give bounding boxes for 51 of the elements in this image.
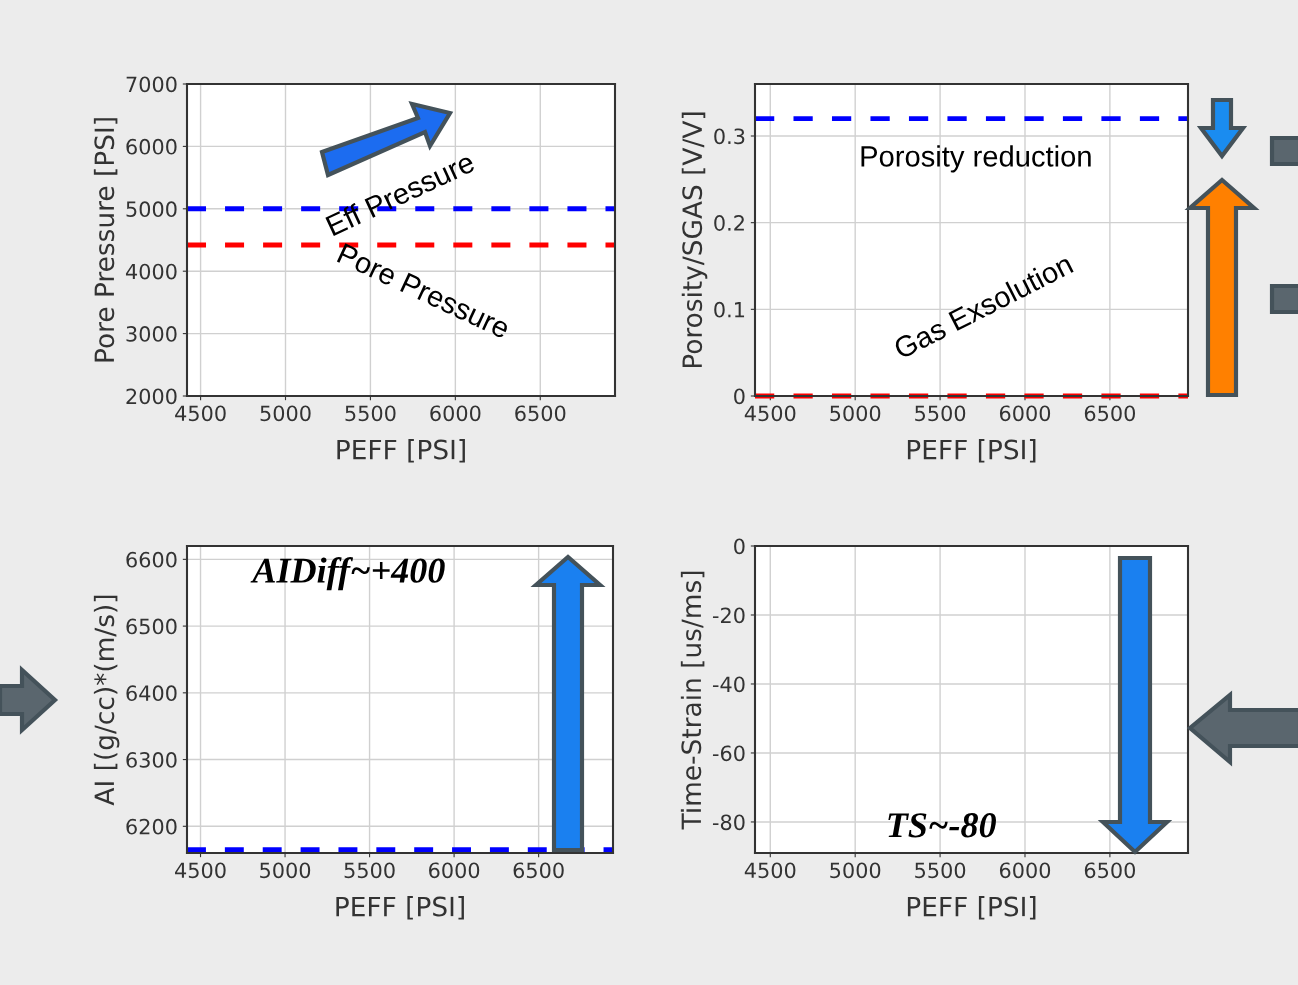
x-tick-label: 4500 [744,405,796,422]
x-tick-label: 6500 [513,862,564,879]
x-tick-label: 6000 [999,862,1051,879]
x-tick-label: 6000 [999,405,1051,422]
x-axis-title: PEFF [PSI] [907,439,1036,463]
y-axis-title: Time-Strain [us/ms] [680,571,705,830]
y-tick-label: 3000 [126,326,177,342]
annotation: TS~-80 [888,813,996,838]
y-axis-title: Porosity/SGAS [V/V] [681,112,708,368]
y-tick-label: 0 [734,538,745,555]
x-tick-label: 5500 [915,862,966,879]
annotation: AIDiff~+400 [250,557,445,591]
x-tick-label: 5000 [260,862,311,879]
y-tick-label: 6400 [126,685,177,702]
x-tick-label: 5500 [344,862,395,879]
y-tick-label: 0 [734,388,745,405]
y-tick-label: -60 [712,745,745,762]
y-tick-label: 0.1 [714,301,745,318]
y-tick-label: -40 [712,676,745,693]
x-tick-label: 5500 [915,405,966,422]
y-tick-label: 0.2 [714,215,744,231]
x-tick-label: 6500 [1084,405,1136,422]
y-tick-label: 7000 [126,76,177,93]
x-tick-label: 5000 [830,862,881,879]
y-tick-label: 6300 [126,752,177,768]
x-tick-label: 6500 [1084,862,1136,879]
y-tick-label: 0.3 [714,128,745,145]
y-tick-label: -20 [712,607,745,624]
x-tick-label: 5500 [345,405,396,422]
y-axis-title: Pore Pressure [PSI] [93,118,118,362]
y-tick-label: 6600 [126,551,177,568]
y-axis-title: AI [(g/cc)*(m/s)] [93,595,120,806]
x-tick-label: 6500 [515,405,566,422]
y-tick-label: -80 [712,814,745,831]
x-tick-label: 6000 [430,405,481,422]
x-tick-label: 5000 [830,405,881,422]
x-tick-label: 4500 [175,405,226,422]
x-tick-label: 4500 [175,862,226,879]
y-tick-label: 6500 [126,618,177,635]
x-tick-label: 4500 [744,862,796,879]
x-axis-title: PEFF [PSI] [336,896,464,920]
y-tick-label: 5000 [126,201,177,218]
y-tick-label: 2000 [126,388,177,405]
x-tick-label: 5000 [260,405,311,422]
y-tick-label: 6200 [126,818,177,835]
x-axis-title: PEFF [PSI] [337,439,465,463]
x-axis-title: PEFF [PSI] [907,896,1036,920]
annotation: Porosity reduction [861,145,1091,173]
y-tick-label: 4000 [125,263,177,280]
x-tick-label: 6000 [429,862,480,879]
y-tick-label: 6000 [126,138,177,155]
